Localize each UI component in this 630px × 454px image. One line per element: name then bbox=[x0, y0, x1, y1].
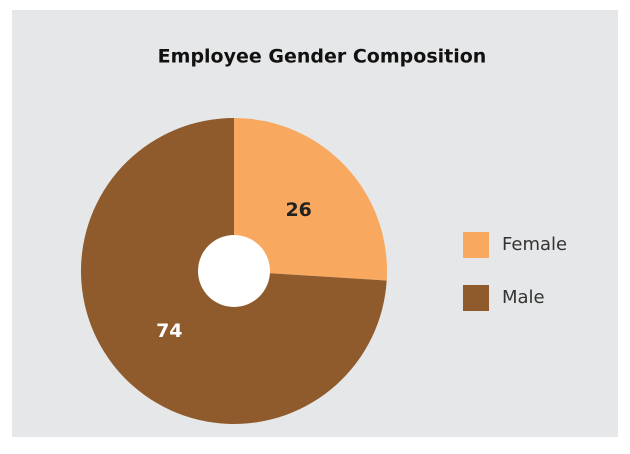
donut-hole bbox=[198, 235, 270, 307]
legend-label: Female bbox=[502, 234, 567, 255]
legend-label: Male bbox=[502, 287, 545, 308]
chart-title: Employee Gender Composition bbox=[158, 46, 487, 68]
pie-slice bbox=[234, 118, 387, 281]
data-label: 74 bbox=[156, 320, 182, 342]
legend-swatch bbox=[463, 232, 489, 258]
data-label: 26 bbox=[285, 199, 311, 221]
legend-swatch bbox=[463, 285, 489, 311]
